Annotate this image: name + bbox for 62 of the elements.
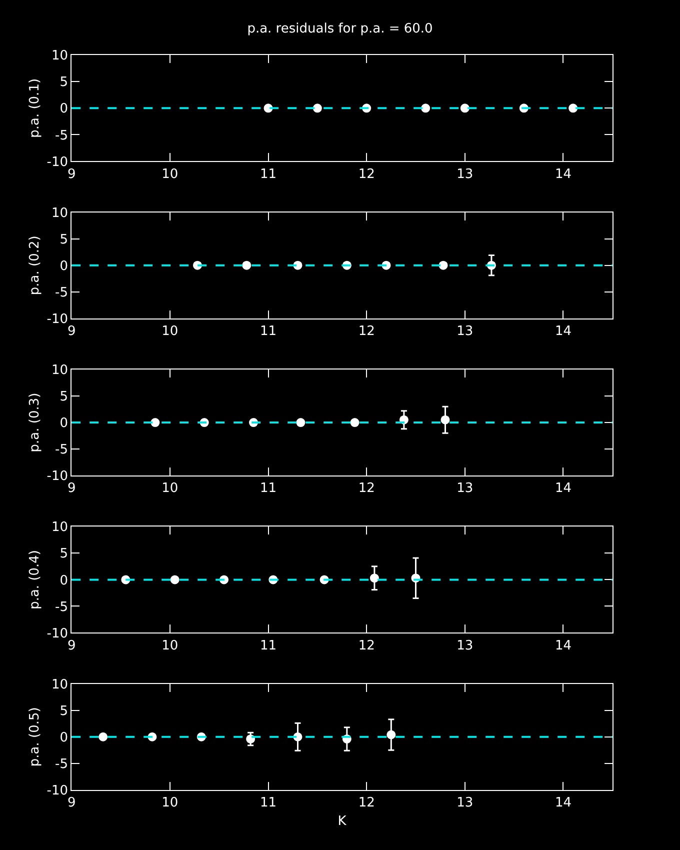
y-tick-label: 0	[60, 416, 68, 432]
y-tick-label: 5	[60, 546, 68, 562]
y-tick-label: -10	[46, 312, 68, 327]
y-tick-label: 5	[60, 704, 68, 719]
x-tick-label: 11	[260, 638, 277, 654]
y-tick-label: 0	[60, 102, 68, 117]
y-tick-label: 0	[60, 573, 68, 588]
x-tick-label: 10	[162, 638, 178, 654]
x-tick-label: 9	[67, 638, 76, 654]
y-tick-label: 0	[60, 258, 68, 274]
x-tick-label: 11	[260, 796, 277, 811]
x-tick-label: 10	[162, 796, 178, 811]
y-tick-label: 10	[51, 48, 68, 64]
y-tick-label: 5	[60, 390, 68, 405]
x-tick-label: 13	[456, 638, 474, 654]
y-tick-label: 10	[51, 363, 68, 378]
x-tick-label: 9	[67, 324, 76, 339]
y-tick-label: -5	[55, 756, 68, 772]
x-tick-label: 10	[162, 324, 178, 339]
x-tick-label: 14	[554, 638, 572, 654]
x-tick-label: 12	[358, 166, 375, 182]
y-tick-label: -10	[46, 154, 68, 170]
x-tick-label: 9	[67, 796, 76, 811]
y-axis-title: p.a. (0.2)	[28, 236, 43, 296]
x-tick-label: 10	[162, 166, 178, 182]
x-tick-label: 9	[67, 481, 76, 496]
x-tick-label: 12	[358, 796, 375, 811]
x-tick-label: 11	[260, 481, 277, 496]
chart-title: p.a. residuals for p.a. = 60.0	[247, 22, 433, 37]
y-tick-label: 5	[60, 232, 68, 248]
y-tick-label: -5	[55, 442, 68, 458]
x-tick-label: 11	[260, 166, 277, 182]
y-tick-label: -5	[55, 128, 68, 144]
y-tick-label: -10	[46, 469, 68, 484]
y-axis-title: p.a. (0.3)	[28, 392, 43, 452]
x-tick-label: 14	[554, 481, 572, 496]
y-tick-label: -10	[46, 626, 68, 642]
x-tick-label: 10	[162, 481, 178, 496]
x-tick-label: 14	[554, 166, 572, 182]
x-tick-label: 12	[358, 324, 375, 339]
x-tick-label: 14	[554, 796, 572, 811]
y-tick-label: 10	[51, 206, 68, 221]
x-tick-label: 12	[358, 638, 375, 654]
x-tick-label: 13	[456, 324, 474, 339]
y-tick-label: 10	[51, 520, 68, 536]
x-tick-label: 13	[456, 166, 474, 182]
y-tick-label: 5	[60, 75, 68, 90]
y-axis-title: p.a. (0.1)	[28, 78, 43, 138]
x-tick-label: 9	[67, 166, 76, 182]
y-axis-title: p.a. (0.5)	[28, 707, 43, 767]
x-axis-title: K	[338, 814, 347, 830]
x-tick-label: 11	[260, 324, 277, 339]
x-tick-label: 13	[456, 796, 474, 811]
y-tick-label: -5	[55, 285, 68, 300]
y-axis-title: p.a. (0.4)	[28, 550, 43, 610]
x-tick-label: 13	[456, 481, 474, 496]
y-tick-label: 10	[51, 677, 68, 692]
x-tick-label: 12	[358, 481, 375, 496]
y-tick-label: -5	[55, 600, 68, 615]
y-tick-label: -10	[46, 783, 68, 798]
x-tick-label: 14	[554, 324, 572, 339]
y-tick-label: 0	[60, 730, 68, 746]
